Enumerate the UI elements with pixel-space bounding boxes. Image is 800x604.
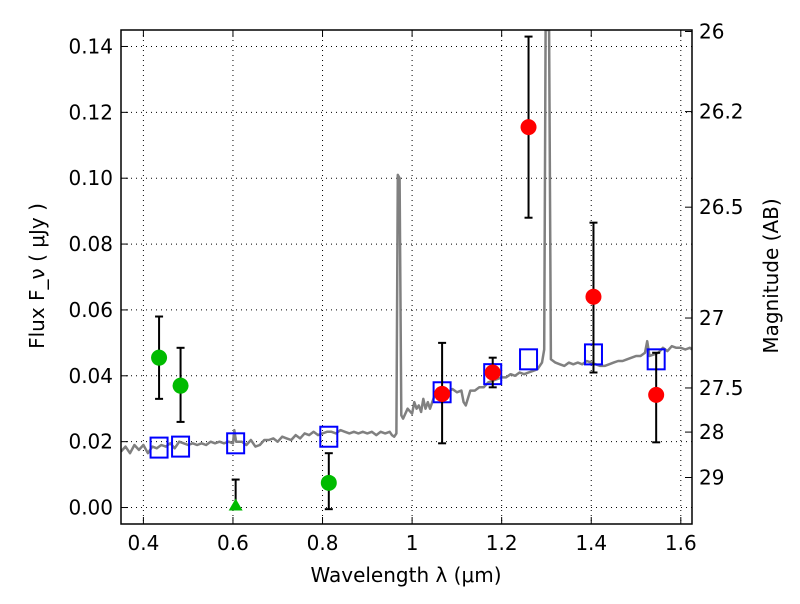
y-tick-label: 0.02	[68, 430, 113, 454]
observed-nir-marker	[434, 385, 451, 402]
right-tick-label: 27.5	[699, 376, 744, 400]
x-axis: 0.4 0.6 0.8 1 1.2 1.4 1.6	[127, 30, 697, 555]
y-axis-label: Flux F_ν ( μJy )	[25, 203, 49, 349]
x-tick-label: 1.2	[486, 531, 518, 555]
right-tick-label: 29	[699, 465, 724, 489]
x-tick-label: 1.6	[665, 531, 697, 555]
spectrum-line	[121, 30, 692, 455]
x-tick-label: 0.4	[127, 531, 159, 555]
y-tick-label: 0.10	[68, 166, 113, 190]
right-tick-label: 27	[699, 306, 724, 330]
y-tick-label: 0.06	[68, 298, 113, 322]
y-axis: 0.00 0.02 0.04 0.06 0.08 0.10 0.12 0.14	[68, 34, 128, 520]
observed-nir-marker	[520, 119, 537, 136]
y-tick-label: 0.14	[68, 34, 113, 58]
upper-limit-marker	[228, 498, 243, 511]
right-axis: 26 26.2 26.5 27 27.5 28 29	[685, 20, 744, 489]
x-tick-label: 1.4	[575, 531, 607, 555]
right-tick-label: 28	[699, 420, 724, 444]
observed-optical-marker	[320, 474, 337, 491]
grid-lines	[121, 30, 692, 524]
y-tick-label: 0.04	[68, 364, 113, 388]
x-tick-label: 0.6	[217, 531, 249, 555]
model-square-marker	[319, 425, 339, 448]
right-tick-label: 26	[699, 20, 724, 44]
observed-optical-marker	[151, 349, 168, 366]
y-tick-label: 0.12	[68, 100, 113, 124]
observed-nir-marker	[484, 364, 501, 381]
model-square-marker	[149, 436, 169, 459]
x-axis-label: Wavelength λ (μm)	[310, 563, 501, 587]
y-tick-label: 0.08	[68, 232, 113, 256]
markers-layer	[149, 35, 666, 511]
observed-nir-marker	[648, 386, 665, 403]
right-axis-label: Magnitude (AB)	[759, 198, 783, 353]
right-tick-label: 26.2	[699, 100, 744, 124]
plot-frame	[120, 29, 693, 525]
x-tick-label: 1	[406, 531, 419, 555]
observed-optical-marker	[172, 377, 189, 394]
model-square-marker	[171, 435, 191, 458]
model-square-marker	[519, 348, 539, 371]
x-tick-label: 0.8	[307, 531, 339, 555]
spectrum-layer	[121, 30, 692, 455]
right-tick-label: 26.5	[699, 195, 744, 219]
model-square-marker	[226, 432, 246, 455]
y-tick-label: 0.00	[68, 496, 113, 520]
observed-nir-marker	[585, 288, 602, 305]
